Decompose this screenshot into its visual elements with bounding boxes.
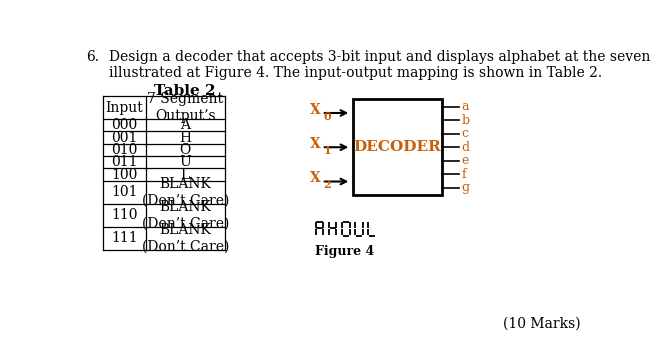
- Text: X: X: [310, 171, 320, 185]
- Text: Design a decoder that accepts 3-bit input and displays alphabet at the seven seg: Design a decoder that accepts 3-bit inpu…: [110, 50, 652, 80]
- Text: BLANK
(Don’t Care): BLANK (Don’t Care): [141, 200, 229, 230]
- Text: Table 2: Table 2: [154, 84, 215, 98]
- Text: 001: 001: [111, 131, 138, 145]
- Text: X: X: [310, 103, 320, 117]
- Text: 0: 0: [323, 111, 331, 122]
- Text: DECODER: DECODER: [353, 140, 441, 154]
- Text: f: f: [461, 168, 466, 181]
- Text: BLANK
(Don’t Care): BLANK (Don’t Care): [141, 177, 229, 207]
- Text: e: e: [461, 154, 469, 167]
- Text: X: X: [310, 137, 320, 151]
- Text: U: U: [179, 155, 191, 169]
- Text: O: O: [180, 143, 191, 157]
- Text: 101: 101: [111, 185, 138, 199]
- Text: 000: 000: [111, 118, 138, 132]
- Text: 111: 111: [111, 232, 138, 245]
- Text: (10 Marks): (10 Marks): [503, 316, 580, 330]
- Text: 2: 2: [323, 179, 331, 190]
- Text: g: g: [461, 181, 469, 194]
- Text: 010: 010: [111, 143, 138, 157]
- Text: 011: 011: [111, 155, 138, 169]
- Text: BLANK
(Don’t Care): BLANK (Don’t Care): [141, 223, 229, 254]
- Text: L: L: [181, 167, 190, 182]
- Text: 1: 1: [323, 145, 331, 156]
- Text: Figure 4: Figure 4: [315, 245, 374, 258]
- Text: Input: Input: [106, 100, 143, 115]
- Text: 7 Segment
Output’s: 7 Segment Output’s: [147, 92, 224, 123]
- Text: A: A: [181, 118, 190, 132]
- Text: a: a: [461, 100, 469, 113]
- Text: 100: 100: [111, 167, 138, 182]
- Text: 110: 110: [111, 208, 138, 222]
- Text: 6.: 6.: [86, 50, 99, 64]
- Text: d: d: [461, 141, 469, 154]
- Bar: [353, 99, 442, 195]
- Text: c: c: [461, 127, 468, 140]
- Text: b: b: [461, 114, 469, 127]
- Text: H: H: [179, 131, 191, 145]
